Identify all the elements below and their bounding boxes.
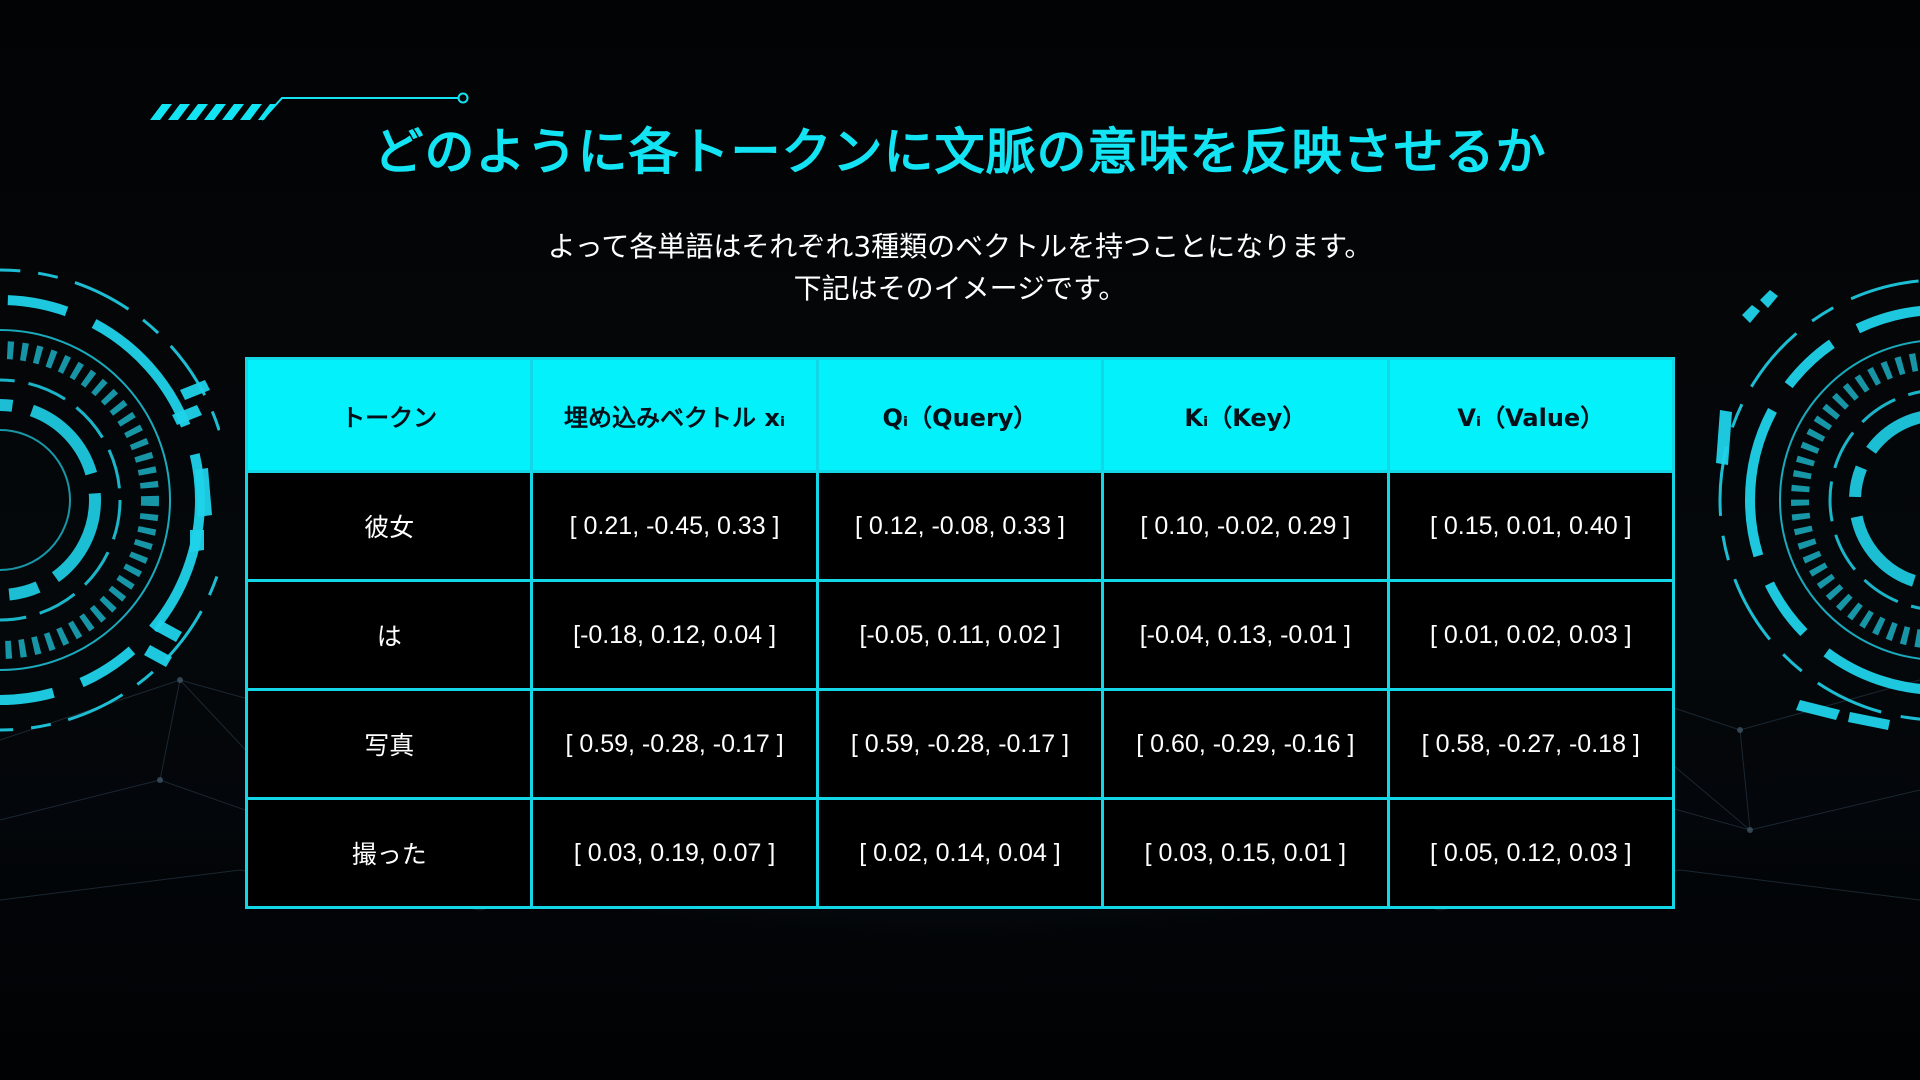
header-accent-graphic (150, 92, 469, 121)
embedding-cell: [-0.18, 0.12, 0.04 ] (530, 579, 819, 691)
query-cell: [-0.05, 0.11, 0.02 ] (815, 579, 1105, 691)
header-token: トークン (244, 357, 534, 473)
header-value: Vᵢ（Value） (1386, 357, 1676, 473)
query-cell: [ 0.59, -0.28, -0.17 ] (815, 688, 1105, 800)
slide-title: どのように各トークンに文脈の意味を反映させるか (373, 123, 1547, 181)
value-cell: [ 0.15, 0.01, 0.40 ] (1386, 470, 1676, 582)
key-cell: [ 0.03, 0.15, 0.01 ] (1101, 797, 1390, 909)
table-row: 彼女 [ 0.21, -0.45, 0.33 ] [ 0.12, -0.08, … (244, 470, 1676, 582)
table-header-row: トークン 埋め込みベクトル xᵢ Qᵢ（Query） Kᵢ（Key） Vᵢ（Va… (244, 357, 1676, 473)
query-cell: [ 0.02, 0.14, 0.04 ] (815, 797, 1105, 909)
hud-ring-right-graphic (1716, 279, 1920, 730)
embedding-cell: [ 0.21, -0.45, 0.33 ] (530, 470, 819, 582)
slide-subtitle: よって各単語はそれぞれ3種類のベクトルを持つことになります。 下記はそのイメージ… (0, 226, 1920, 310)
value-cell: [ 0.58, -0.27, -0.18 ] (1386, 688, 1676, 800)
header-key: Kᵢ（Key） (1101, 357, 1390, 473)
embedding-cell: [ 0.59, -0.28, -0.17 ] (530, 688, 819, 800)
key-cell: [ 0.10, -0.02, 0.29 ] (1101, 470, 1390, 582)
subtitle-line: よって各単語はそれぞれ3種類のベクトルを持つことになります。 (547, 230, 1373, 263)
table-row: 写真 [ 0.59, -0.28, -0.17 ] [ 0.59, -0.28,… (244, 688, 1676, 800)
token-cell: 撮った (244, 797, 534, 909)
subtitle-line: 下記はそのイメージです。 (793, 272, 1127, 305)
key-cell: [ 0.60, -0.29, -0.16 ] (1101, 688, 1390, 800)
token-cell: は (244, 579, 534, 691)
table-row: は [-0.18, 0.12, 0.04 ] [-0.05, 0.11, 0.0… (244, 579, 1676, 691)
header-query: Qᵢ（Query） (815, 357, 1105, 473)
vector-table: トークン 埋め込みベクトル xᵢ Qᵢ（Query） Kᵢ（Key） Vᵢ（Va… (244, 357, 1676, 909)
embedding-cell: [ 0.03, 0.19, 0.07 ] (530, 797, 819, 909)
key-cell: [-0.04, 0.13, -0.01 ] (1101, 579, 1390, 691)
table-row: 撮った [ 0.03, 0.19, 0.07 ] [ 0.02, 0.14, 0… (244, 797, 1676, 909)
token-cell: 彼女 (244, 470, 534, 582)
token-cell: 写真 (244, 688, 534, 800)
header-embedding: 埋め込みベクトル xᵢ (530, 357, 819, 473)
value-cell: [ 0.01, 0.02, 0.03 ] (1386, 579, 1676, 691)
query-cell: [ 0.12, -0.08, 0.33 ] (815, 470, 1105, 582)
hud-ring-left-graphic (0, 268, 220, 732)
value-cell: [ 0.05, 0.12, 0.03 ] (1386, 797, 1676, 909)
